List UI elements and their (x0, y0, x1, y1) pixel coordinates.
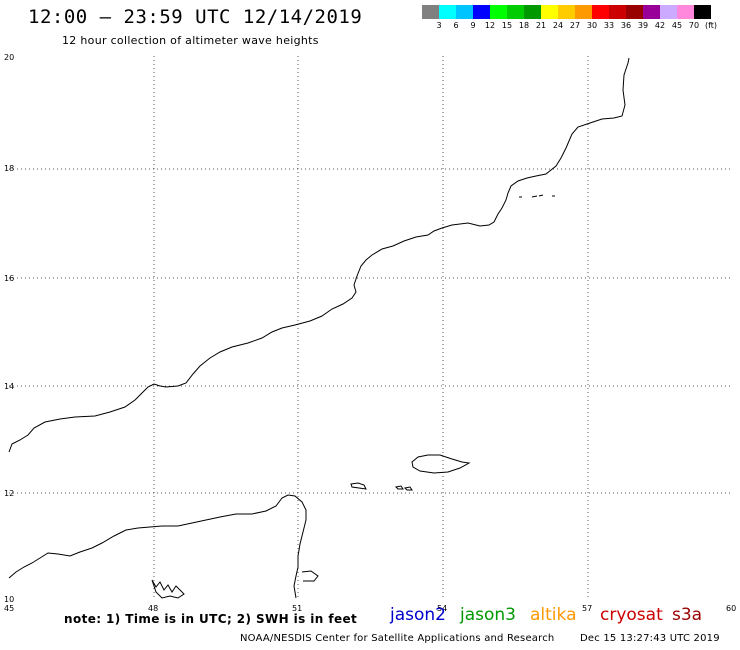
legend-swatch (660, 5, 677, 19)
satellite-label: altika (530, 605, 577, 625)
legend-swatch (490, 5, 507, 19)
legend-labels: 3 6 9 12 15 18 21 24 27 30 33 36 39 42 45 70 (ft) (422, 19, 740, 31)
x-tick-57: 57 (582, 604, 592, 613)
gridlines (9, 56, 733, 600)
satellite-label: jason2 (390, 605, 446, 625)
legend-label: 6 (453, 21, 459, 30)
generation-timestamp: Dec 15 13:27:43 UTC 2019 (580, 633, 720, 644)
legend-label: 39 (637, 21, 649, 30)
x-tick-51: 51 (292, 604, 302, 613)
chart-subtitle: 12 hour collection of altimeter wave hei… (62, 34, 319, 47)
legend-swatch (609, 5, 626, 19)
coastlines (8, 57, 630, 599)
legend-swatch (422, 5, 439, 19)
legend-label: 30 (586, 21, 598, 30)
legend-label: 12 (484, 21, 496, 30)
tick-labels: 20 18 16 14 12 10 45 48 51 54 57 60 (4, 53, 736, 613)
legend-label: 45 (671, 21, 683, 30)
legend-swatch (473, 5, 490, 19)
legend-swatch (507, 5, 524, 19)
legend-label: 3 (436, 21, 442, 30)
legend-swatch (677, 5, 694, 19)
y-tick-14: 14 (4, 382, 14, 391)
legend-swatch (592, 5, 609, 19)
x-tick-60: 60 (726, 604, 736, 613)
legend-label: 42 (654, 21, 666, 30)
legend-swatch (524, 5, 541, 19)
x-tick-54: 54 (437, 604, 447, 613)
coastline-somalia-tip (301, 570, 319, 582)
satellite-label: s3a (672, 605, 703, 625)
legend-swatch (439, 5, 456, 19)
coastline-somalia-yemen-south (8, 494, 307, 599)
coastal-dots-somalia (151, 579, 185, 599)
legend-label: 9 (470, 21, 476, 30)
legend-swatches (422, 5, 740, 19)
legend-label: 27 (569, 21, 581, 30)
footnote: note: 1) Time is in UTC; 2) SWH is in fe… (64, 612, 358, 626)
legend-label: 21 (535, 21, 547, 30)
legend-swatch (541, 5, 558, 19)
satellite-label: jason3 (460, 605, 516, 625)
legend-label: 15 (501, 21, 513, 30)
legend-swatch (626, 5, 643, 19)
chart-title: 12:00 — 23:59 UTC 12/14/2019 (28, 6, 363, 28)
satellite-label: cryosat (600, 605, 663, 625)
y-tick-20: 20 (4, 53, 14, 62)
x-tick-45: 45 (4, 604, 14, 613)
credit-line: NOAA/NESDIS Center for Satellite Applica… (240, 633, 555, 644)
y-tick-18: 18 (4, 164, 14, 173)
legend-label: 24 (552, 21, 564, 30)
coastline-arabian-peninsula (8, 57, 630, 453)
y-tick-16: 16 (4, 274, 14, 283)
legend-swatch (558, 5, 575, 19)
x-tick-48: 48 (148, 604, 158, 613)
y-tick-12: 12 (4, 489, 14, 498)
legend-label: 70 (688, 21, 700, 30)
legend-label: 18 (518, 21, 530, 30)
legend-swatch (456, 5, 473, 19)
legend-label: (ft) (704, 21, 718, 30)
color-legend: 3 6 9 12 15 18 21 24 27 30 33 36 39 42 45 70 (ft) (422, 5, 740, 31)
island-west (350, 482, 367, 490)
kuria-muria-islands (519, 194, 555, 198)
y-tick-10: 10 (4, 595, 14, 604)
legend-swatch (643, 5, 660, 19)
legend-label: 33 (603, 21, 615, 30)
socotra-island (411, 454, 471, 474)
legend-swatch (694, 5, 711, 19)
legend-swatch (575, 5, 592, 19)
island-small-1 (394, 485, 404, 490)
legend-label: 36 (620, 21, 632, 30)
island-small-2 (403, 486, 413, 491)
